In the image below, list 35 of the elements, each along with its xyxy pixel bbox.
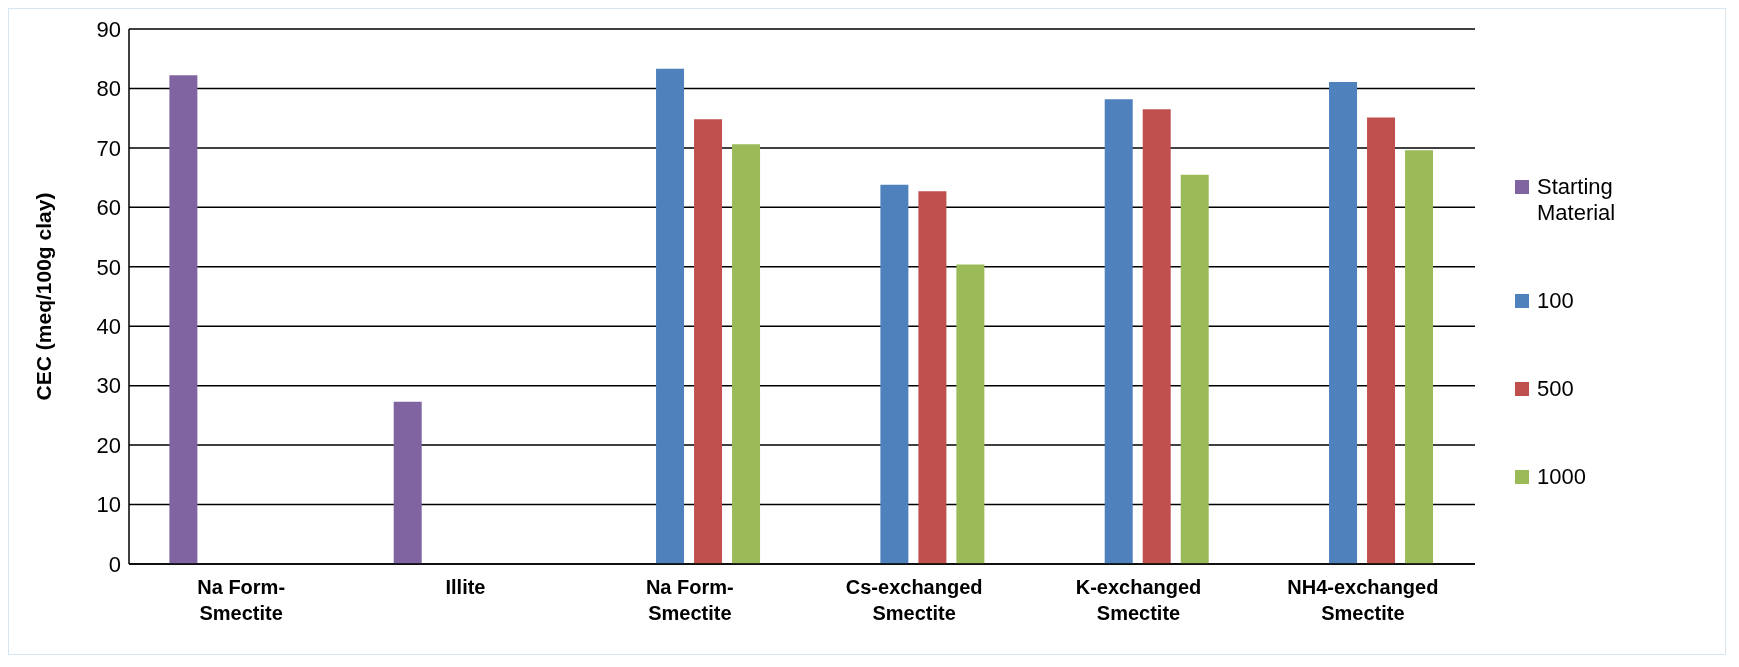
bar: [1367, 117, 1396, 564]
bar: [656, 68, 685, 564]
bar: [1329, 81, 1358, 564]
x-tick-label: Cs-exchanged Smectite: [845, 576, 983, 624]
legend-label: 1000: [1537, 463, 1587, 490]
bar: [169, 75, 198, 564]
y-axis-title: CEC (meq/100g clay): [32, 192, 56, 401]
bar: [1142, 109, 1171, 564]
y-tick-label: 10: [96, 492, 121, 518]
x-tick-label: Na Form- Smectite: [197, 576, 286, 624]
y-tick-label: 20: [96, 432, 121, 458]
legend-label: 500: [1537, 375, 1575, 402]
y-tick-label: 30: [96, 373, 121, 399]
y-tick-label: 60: [96, 195, 121, 221]
y-tick-label: 50: [96, 254, 121, 280]
legend-label: Starting Material: [1537, 173, 1617, 226]
bar: [1104, 99, 1133, 564]
y-tick-label: 90: [96, 16, 121, 42]
bar: [694, 119, 723, 564]
y-tick-label: 70: [96, 135, 121, 161]
y-tick-label: 0: [108, 551, 121, 577]
bar: [732, 144, 761, 564]
y-tick-label: 80: [96, 76, 121, 102]
bar: [1180, 174, 1209, 564]
legend-label: 100: [1537, 287, 1575, 314]
x-tick-label: NH4-exchanged Smectite: [1287, 576, 1439, 624]
x-tick-label: Illite: [445, 576, 486, 598]
bar: [956, 264, 985, 564]
y-tick-label: 40: [96, 314, 121, 340]
x-tick-label: K-exchanged Smectite: [1075, 576, 1202, 624]
bar: [918, 191, 947, 564]
bar: [880, 184, 909, 564]
bar: [393, 401, 422, 564]
x-tick-label: Na Form- Smectite: [645, 576, 734, 624]
bar: [1405, 150, 1434, 564]
